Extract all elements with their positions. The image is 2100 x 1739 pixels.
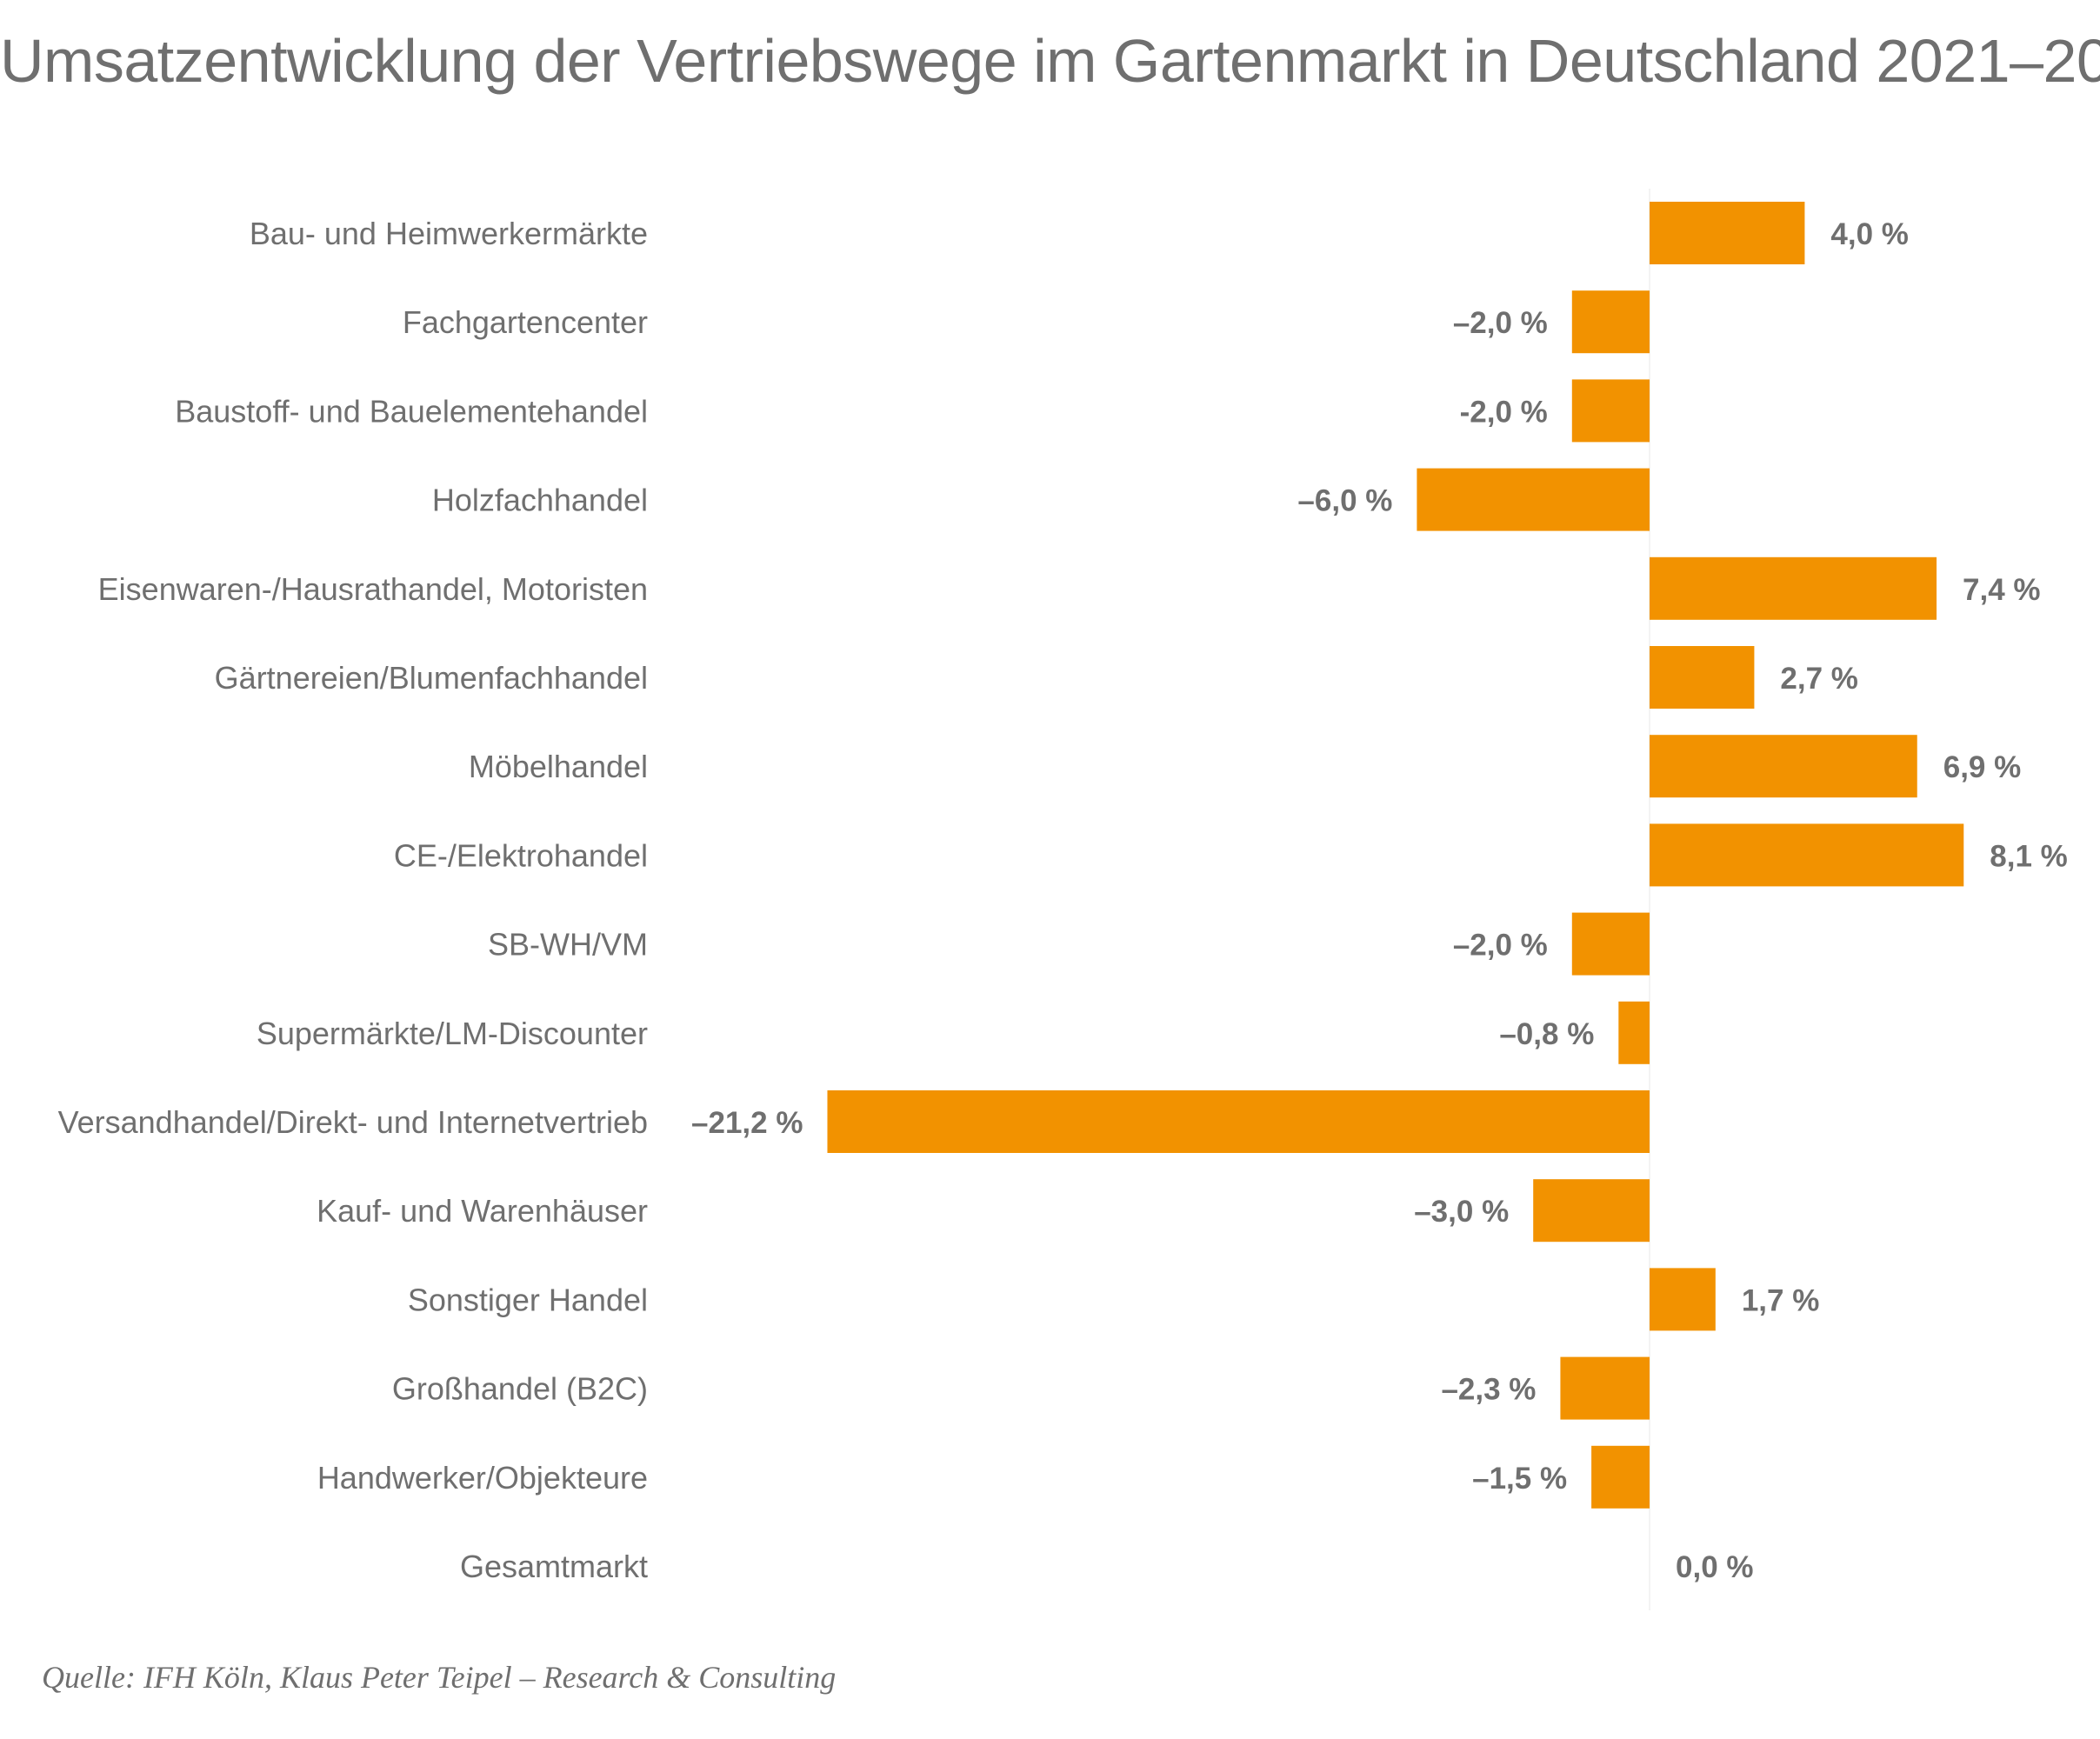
category-label: Eisenwaren-/Hausrathandel, Motoristen xyxy=(98,571,648,607)
bar xyxy=(1560,1356,1650,1420)
bar xyxy=(1650,735,1917,798)
value-label: –2,0 % xyxy=(1453,306,1548,340)
value-label: –1,5 % xyxy=(1472,1462,1567,1496)
bar xyxy=(1591,1445,1650,1509)
bar xyxy=(1650,1268,1716,1331)
chart-title: Umsatzentwicklung der Vertriebswege im G… xyxy=(0,27,2100,95)
category-label: Sonstiger Handel xyxy=(408,1282,648,1317)
value-label: –2,3 % xyxy=(1441,1373,1536,1407)
bar xyxy=(1618,1001,1650,1064)
bar xyxy=(1650,646,1755,709)
category-label: Baustoff- und Bauelementehandel xyxy=(175,393,648,429)
value-label: -2,0 % xyxy=(1460,395,1548,429)
bar xyxy=(1571,912,1650,976)
category-label: CE-/Elektrohandel xyxy=(394,837,648,873)
category-label: Bau- und Heimwerkermärkte xyxy=(250,216,648,251)
bar xyxy=(1650,823,1964,887)
category-label: Holzfachhandel xyxy=(432,483,648,518)
category-label: Supermärkte/LM-Discounter xyxy=(257,1016,648,1051)
category-label: Versandhandel/Direkt- und Internetvertri… xyxy=(58,1104,648,1140)
source-note: Quelle: IFH Köln, Klaus Peter Teipel – R… xyxy=(42,1660,837,1695)
value-label: –2,0 % xyxy=(1453,929,1548,963)
value-label: –6,0 % xyxy=(1297,484,1392,518)
value-label: 6,9 % xyxy=(1943,750,2022,784)
category-label: Großhandel (B2C) xyxy=(392,1371,648,1407)
bar xyxy=(827,1090,1650,1153)
category-label: Handwerker/Objekteure xyxy=(317,1460,648,1496)
value-label: –3,0 % xyxy=(1414,1195,1509,1229)
bar xyxy=(1417,468,1650,531)
value-label: 2,7 % xyxy=(1780,662,1857,696)
category-label: Möbelhandel xyxy=(469,749,648,784)
bar xyxy=(1533,1179,1650,1243)
category-label: Kauf- und Warenhäuser xyxy=(317,1193,648,1229)
value-label: 4,0 % xyxy=(1830,217,1909,251)
bar xyxy=(1571,290,1650,354)
value-label: 0,0 % xyxy=(1676,1550,1754,1584)
bar xyxy=(1650,556,1937,620)
category-label: Gärtnereien/Blumenfachhandel xyxy=(215,660,648,696)
value-label: –0,8 % xyxy=(1499,1017,1594,1051)
category-label: SB-WH/VM xyxy=(488,927,648,963)
value-label: –21,2 % xyxy=(691,1106,803,1140)
value-label: 1,7 % xyxy=(1742,1283,1819,1317)
category-label: Gesamtmarkt xyxy=(460,1549,648,1584)
category-label: Fachgartencenter xyxy=(403,304,648,340)
bar xyxy=(1571,379,1650,443)
value-label: 8,1 % xyxy=(1990,839,2068,873)
value-label: 7,4 % xyxy=(1963,573,2041,607)
bar xyxy=(1650,202,1805,264)
